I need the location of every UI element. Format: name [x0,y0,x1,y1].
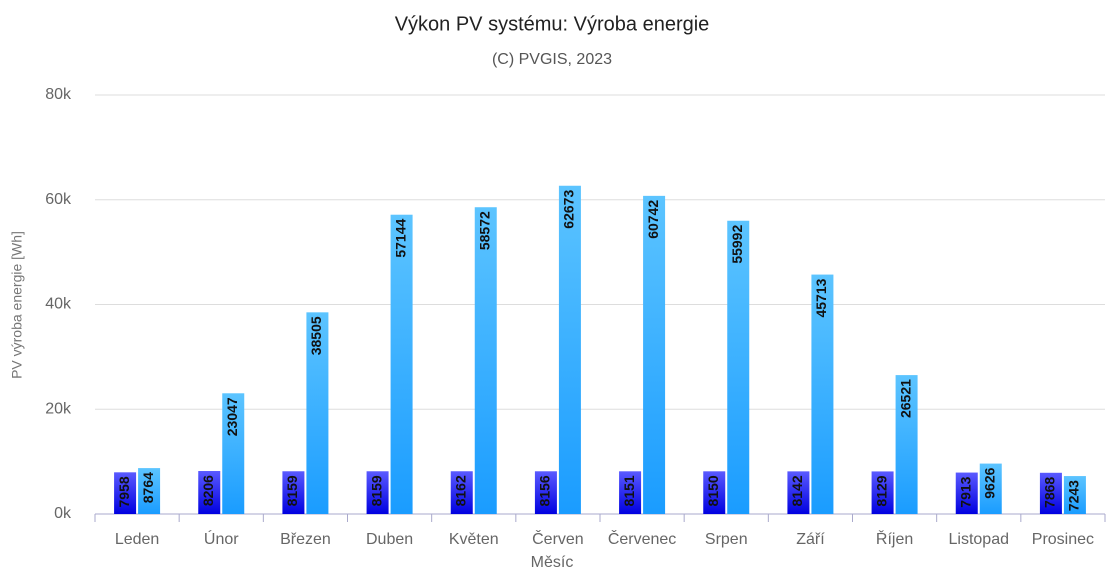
bar [282,471,305,514]
bar [450,471,473,514]
value-label: 8151 [621,475,637,506]
x-axis-label: Měsíc [531,554,574,571]
bar [703,471,726,514]
bar [619,471,642,514]
bar [643,195,666,514]
y-tick-label: 60k [45,191,72,208]
x-tick-label: Únor [204,529,239,548]
bar [979,463,1002,514]
value-label: 8206 [200,475,216,506]
chart-subtitle: (C) PVGIS, 2023 [492,51,612,68]
value-label: 62673 [561,190,577,229]
value-label: 8159 [368,475,384,506]
x-tick-label: Prosinec [1032,531,1094,548]
value-label: 8156 [537,475,553,506]
x-tick-label: Duben [366,531,413,548]
bar [534,471,557,514]
bar [727,220,750,515]
value-label: 58572 [476,211,492,250]
value-label: 23047 [224,397,240,436]
bar [1063,476,1086,514]
value-label: 8150 [705,475,721,506]
bar [955,472,978,514]
x-tick-label: Říjen [876,529,913,548]
value-label: 57144 [392,219,408,258]
value-label: 38505 [308,316,324,355]
bar [1039,472,1062,514]
bar [222,393,245,514]
y-axis-label: PV výroba energie [Wh] [9,231,25,379]
y-tick-label: 80k [45,86,72,103]
value-label: 7958 [116,476,132,507]
value-label: 9626 [981,467,997,498]
bar [787,471,810,514]
bar [474,207,497,514]
bar [871,471,894,514]
x-tick-label: Listopad [949,531,1010,548]
bar [366,471,389,514]
x-tick-label: Březen [280,531,331,548]
value-label: 45713 [813,278,829,317]
bar [558,185,581,514]
value-label: 7868 [1042,477,1058,508]
y-tick-label: 0k [54,505,72,522]
value-label: 60742 [645,200,661,239]
bar [138,468,161,514]
value-label: 8142 [789,475,805,506]
value-label: 8162 [452,475,468,506]
chart-title: Výkon PV systému: Výroba energie [395,13,710,35]
value-label: 8129 [873,475,889,506]
bar [390,214,413,514]
value-label: 8159 [284,475,300,506]
value-label: 7243 [1066,480,1082,511]
bar [114,472,137,514]
x-tick-label: Červen [532,529,584,548]
bar [811,274,834,514]
value-label: 55992 [729,225,745,264]
x-tick-label: Leden [115,531,160,548]
y-tick-label: 40k [45,296,72,313]
bar [895,375,918,514]
value-label: 8764 [140,472,156,503]
y-tick-label: 20k [45,400,72,417]
value-label: 7913 [957,476,973,507]
value-label: 26521 [897,379,913,418]
bar [198,471,221,514]
x-tick-label: Květen [449,531,499,548]
x-tick-label: Červenec [608,529,676,548]
bar [306,312,329,514]
x-tick-label: Září [796,531,825,548]
x-tick-label: Srpen [705,531,748,548]
